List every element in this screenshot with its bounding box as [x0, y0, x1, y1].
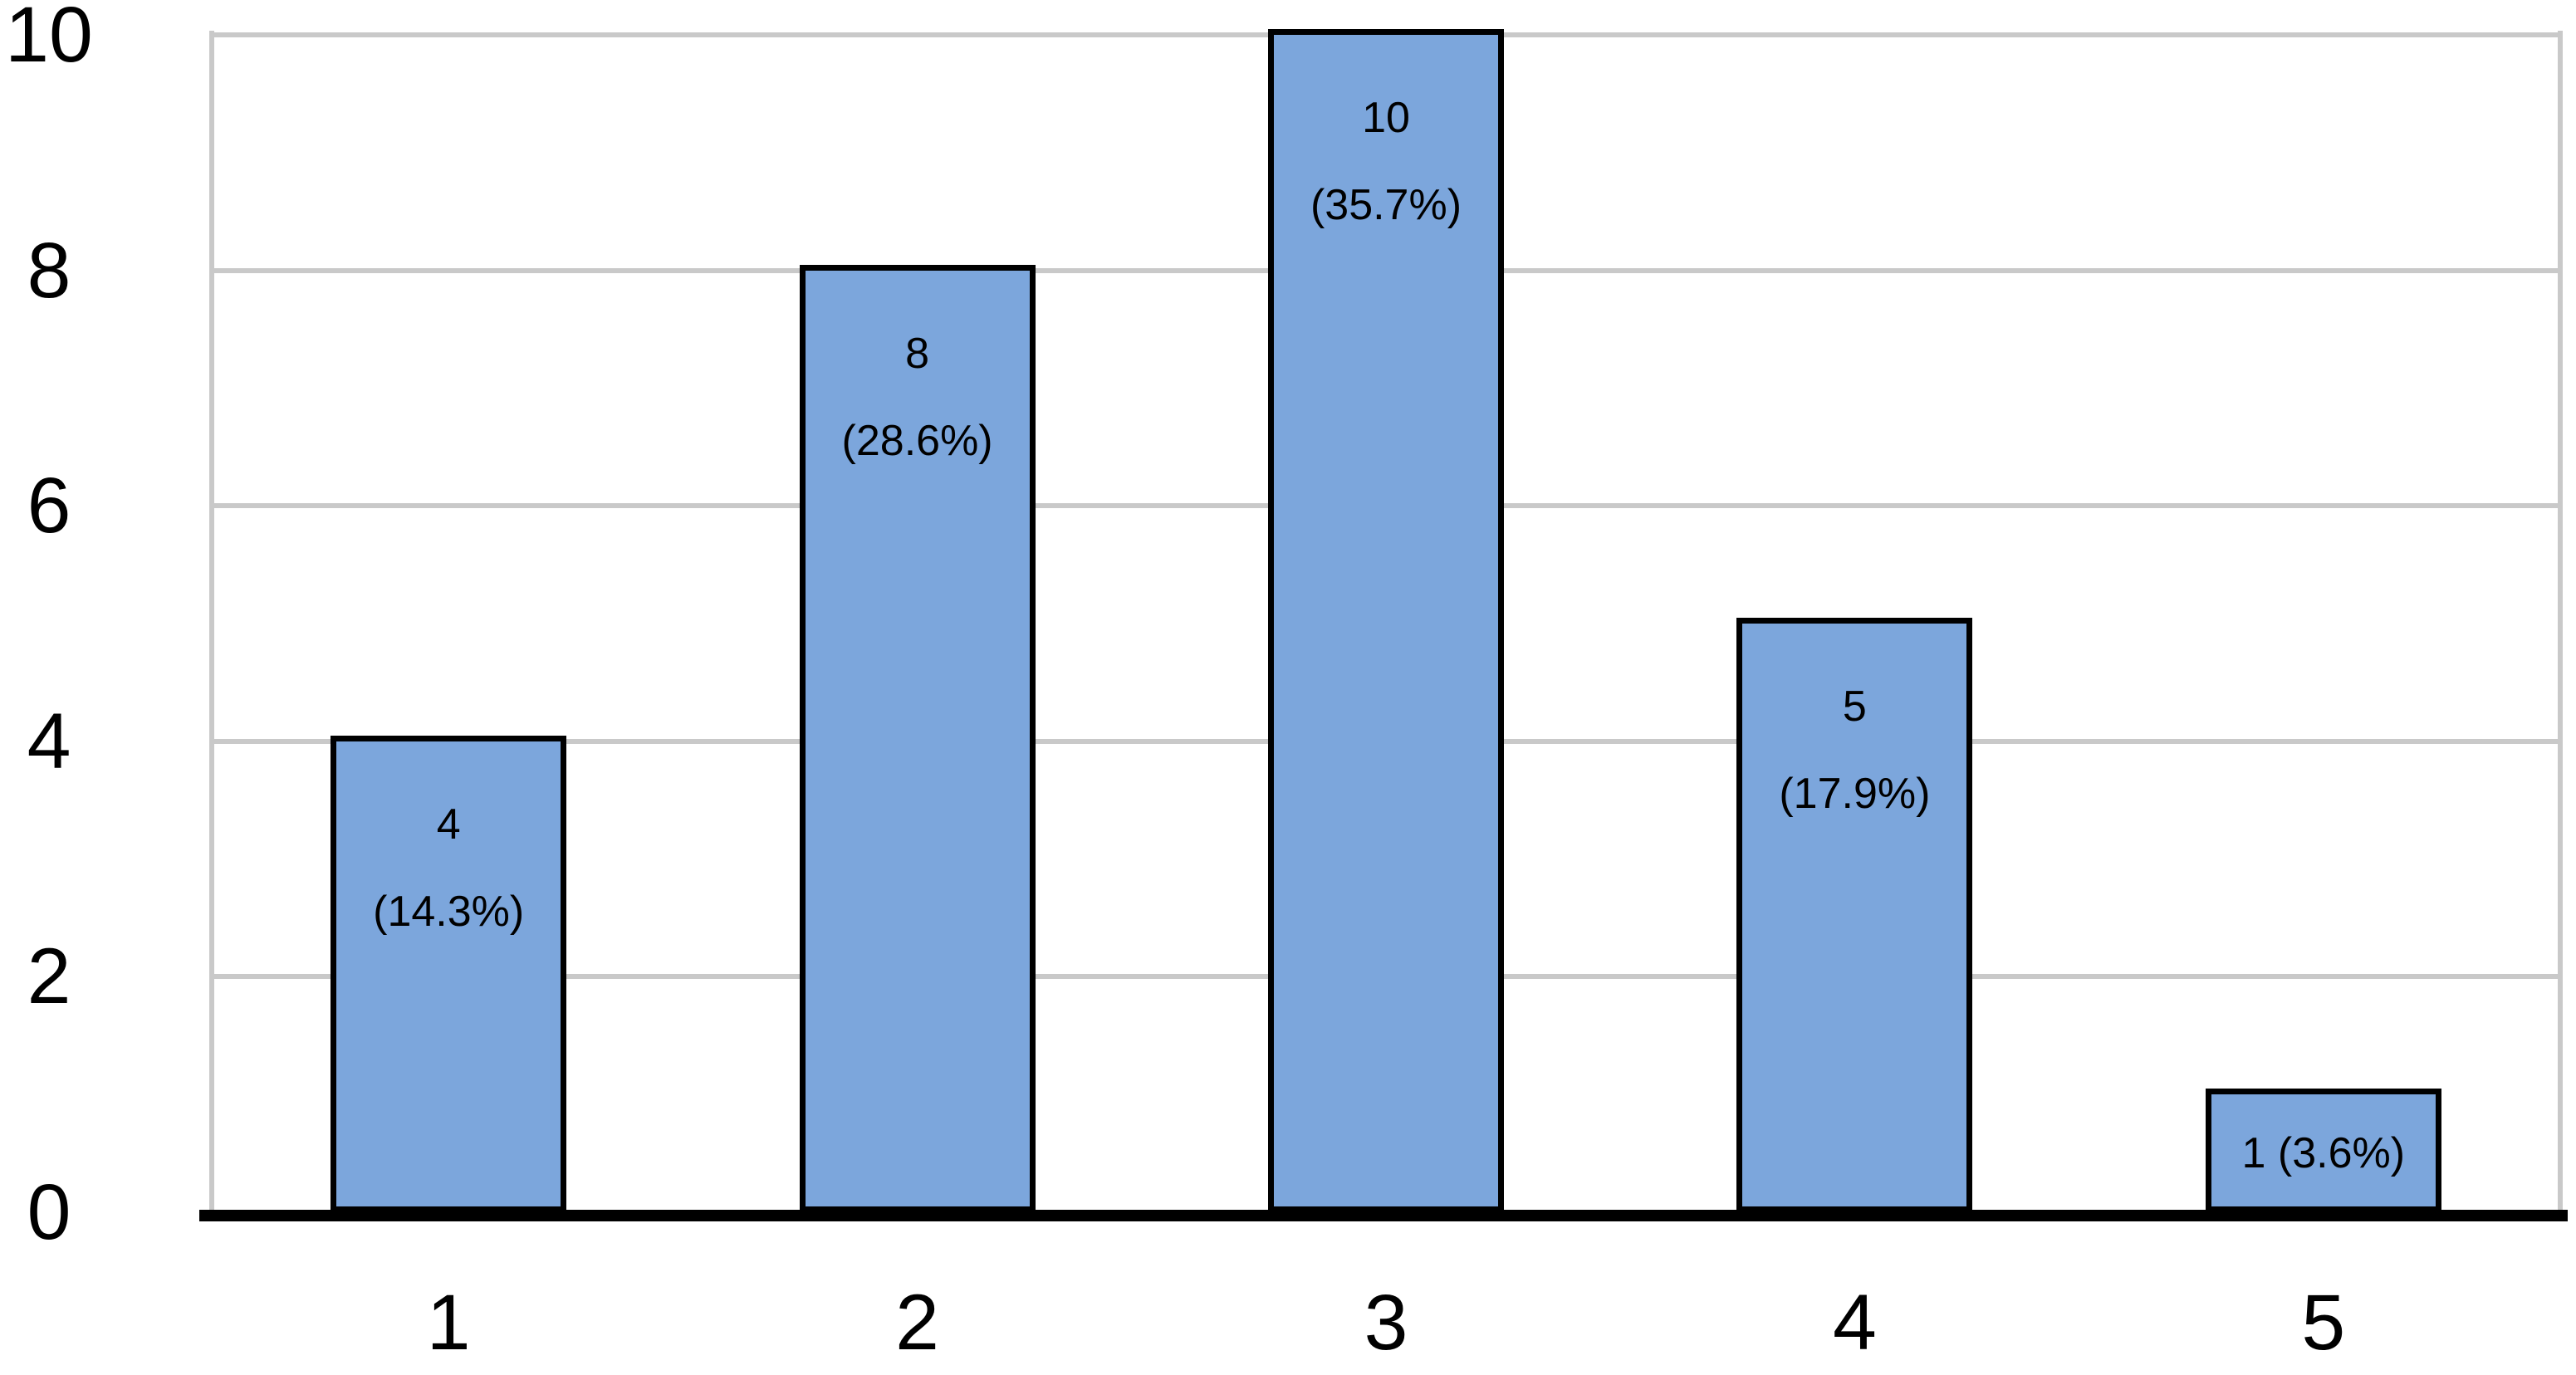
bar-value-label: 4: [436, 800, 461, 849]
bar-percent-label: (17.9%): [1779, 770, 1931, 818]
bar-value-label: 1 (3.6%): [2241, 1129, 2406, 1178]
bar-value-label: 5: [1842, 683, 1867, 731]
y-tick-label: 2: [27, 932, 71, 1021]
x-tick-label: 3: [1364, 1279, 1408, 1367]
bar-value-label: 10: [1362, 94, 1410, 142]
x-axis-line: [199, 1210, 2568, 1221]
bar-percent-label: (28.6%): [841, 416, 993, 465]
plot-border-right: [2558, 31, 2563, 1212]
y-tick-label: 6: [27, 462, 71, 550]
bar-percent-label: (35.7%): [1310, 181, 1462, 229]
x-tick-label: 4: [1832, 1279, 1877, 1367]
bar: [331, 735, 567, 1212]
bar: [1736, 618, 1973, 1212]
bar: [1268, 29, 1504, 1212]
bar-percent-label: (14.3%): [373, 887, 525, 936]
x-tick-label: 1: [426, 1279, 471, 1367]
y-tick-label: 0: [27, 1168, 71, 1256]
bar: [799, 264, 1036, 1212]
x-tick-label: 5: [2301, 1279, 2346, 1367]
bar: [2205, 1089, 2441, 1212]
y-tick-label: 4: [27, 697, 71, 785]
x-tick-label: 2: [895, 1279, 940, 1367]
y-tick-label: 10: [5, 0, 93, 79]
y-tick-label: 8: [27, 226, 71, 315]
bar-value-label: 8: [905, 329, 930, 378]
plot-border-left: [209, 31, 214, 1212]
